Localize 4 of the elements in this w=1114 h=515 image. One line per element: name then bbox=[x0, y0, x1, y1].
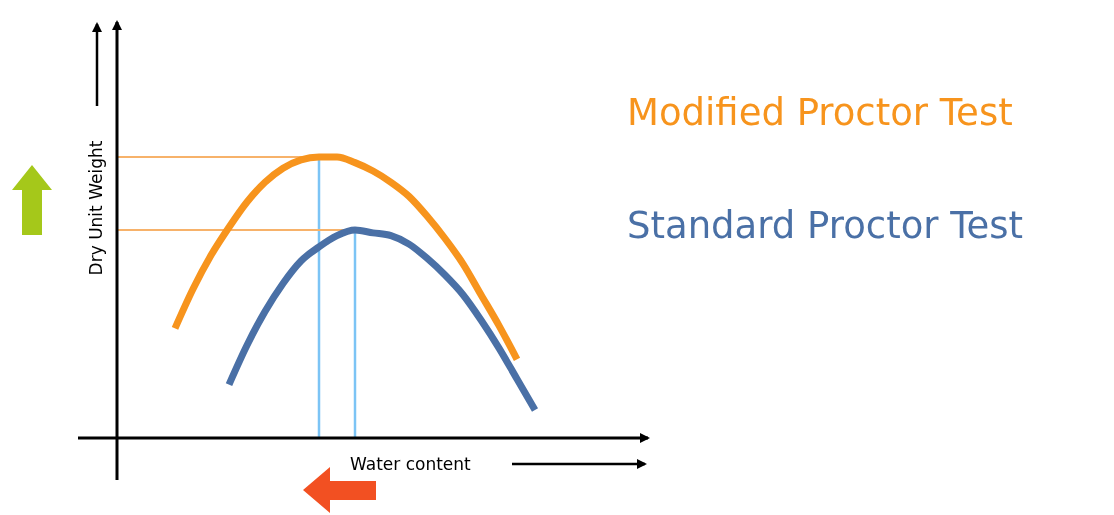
text: Standard Proctor Test bbox=[627, 204, 1024, 247]
x-axis-title: Water content bbox=[350, 454, 472, 474]
y-axis-title: Dry Unit Weight bbox=[86, 140, 106, 276]
text: Modified Proctor Test bbox=[627, 91, 1013, 134]
